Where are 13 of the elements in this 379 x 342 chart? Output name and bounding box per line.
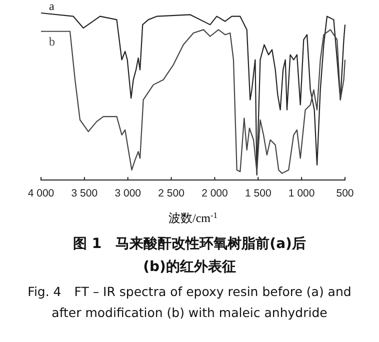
x-tick-label: 3 500 bbox=[71, 188, 98, 200]
text: Fig. 4 FT – IR spectra of epoxy resin before (a) and after modification (b) with maleic anhydride bbox=[28, 284, 352, 320]
x-tick-label: 500 bbox=[336, 188, 354, 200]
series-label: a bbox=[49, 0, 55, 13]
x-tick-label: 1 000 bbox=[288, 188, 315, 200]
series-label: b bbox=[49, 34, 55, 48]
x-tick-label: 3 000 bbox=[114, 188, 142, 200]
x-axis-title: 波数/cm$^{-1}$ bbox=[168, 210, 218, 225]
x-tick-label: 2 000 bbox=[202, 188, 228, 200]
x-tick-label: 2 500 bbox=[158, 188, 185, 200]
x-tick-label: 1 500 bbox=[245, 188, 272, 200]
text: 图 1 马来酸酐改性环氧树脂前(a)后(b)的红外表征 bbox=[73, 235, 306, 275]
x-tick-label: 4 000 bbox=[28, 188, 54, 200]
